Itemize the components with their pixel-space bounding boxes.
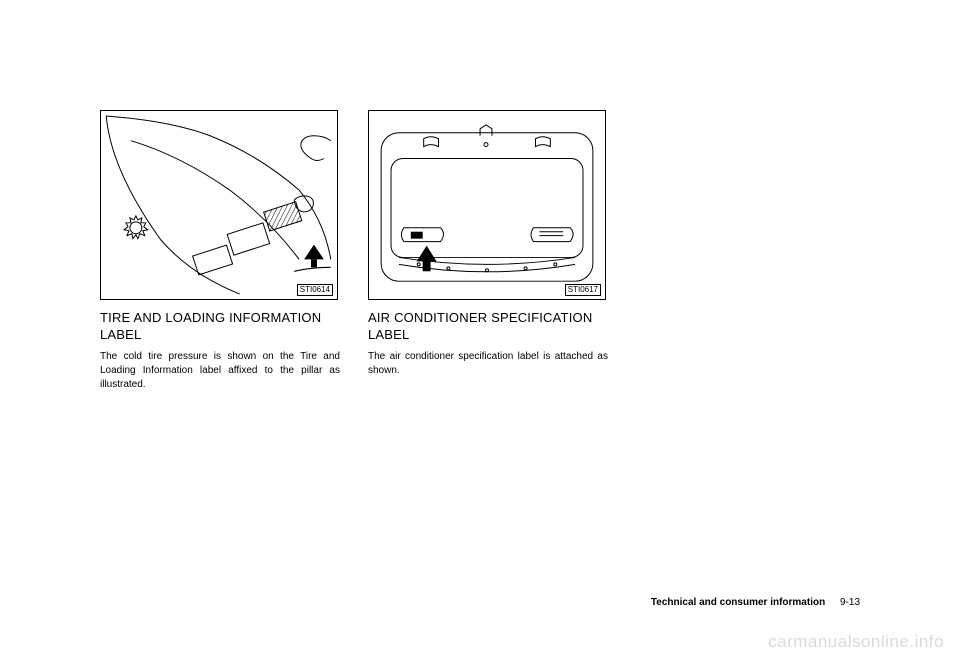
- footer-section: Technical and consumer information: [651, 597, 825, 608]
- hood-underside-illustration: [369, 111, 605, 299]
- left-figure-id: STI0614: [297, 284, 333, 296]
- left-body: The cold tire pressure is shown on the T…: [100, 350, 340, 392]
- page-content: STI0614 TIRE AND LOADING INFORMATION LAB…: [100, 110, 860, 392]
- right-heading: AIR CONDITIONER SPECIFICATION LABEL: [368, 310, 608, 344]
- footer-page-number: 9-13: [840, 597, 860, 608]
- left-heading: TIRE AND LOADING INFORMATION LABEL: [100, 310, 340, 344]
- door-pillar-illustration: [101, 111, 337, 299]
- right-body: The air conditioner specification label …: [368, 350, 608, 378]
- left-column: STI0614 TIRE AND LOADING INFORMATION LAB…: [100, 110, 340, 392]
- right-figure-id: STI0617: [565, 284, 601, 296]
- right-figure: STI0617: [368, 110, 606, 300]
- right-column: STI0617 AIR CONDITIONER SPECIFICATION LA…: [368, 110, 608, 392]
- page-footer: Technical and consumer information 9-13: [651, 597, 860, 608]
- columns-wrapper: STI0614 TIRE AND LOADING INFORMATION LAB…: [100, 110, 860, 392]
- left-figure: STI0614: [100, 110, 338, 300]
- watermark-text: carmanualsonline.info: [768, 632, 944, 652]
